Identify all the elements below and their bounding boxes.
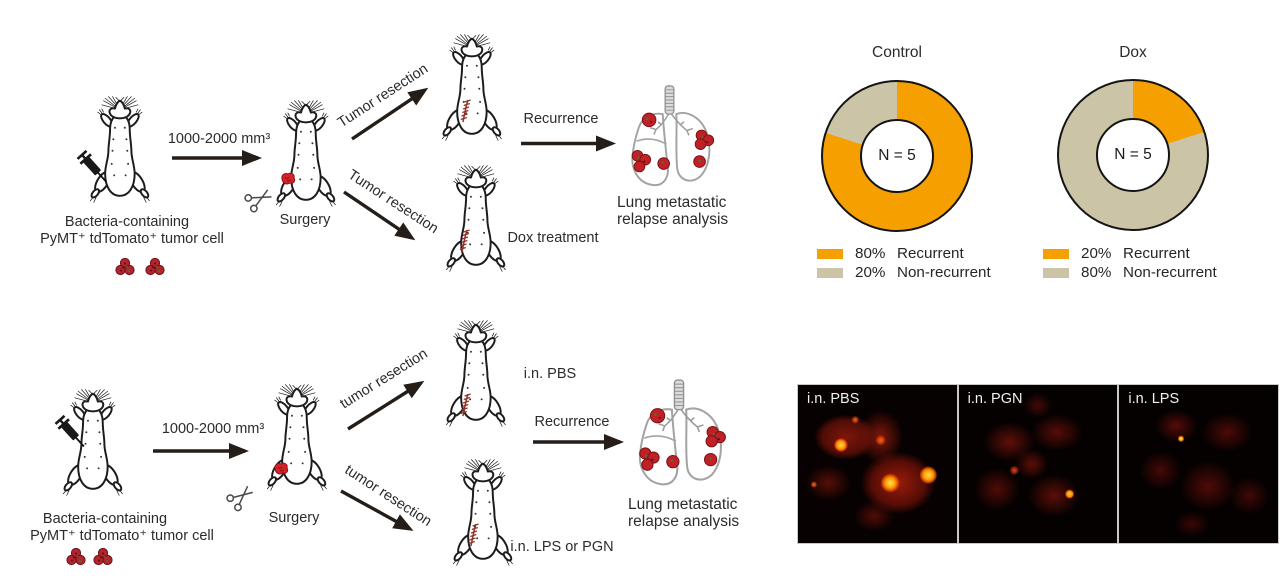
tumor-cells-icon (145, 257, 165, 276)
cell-label-line1: Bacteria-containing (64, 214, 190, 230)
legend-label: Recurrent (1123, 245, 1190, 262)
fluorescence-image-strip: i.n. PBS i.n. PGN i.n. LPS (797, 384, 1279, 544)
lung-analysis-line2: relapse analysis (617, 211, 729, 228)
fluorescence-label-lps: i.n. LPS (1128, 391, 1180, 407)
tumor-volume-label: 1000-2000 mm³ (161, 421, 265, 437)
mouse-sutured-icon (441, 33, 503, 142)
arrow-resection-lower (343, 190, 416, 241)
fluorescence-label-pbs: i.n. PBS (807, 391, 860, 407)
legend-swatch-icon (1043, 248, 1069, 259)
in-pbs-label: i.n. PBS (523, 366, 577, 382)
donut-center-label: N = 5 (1096, 118, 1170, 192)
tumor-cells-icon (66, 547, 86, 566)
chart-title-control: Control (872, 44, 922, 61)
mouse-sutured-icon (445, 164, 507, 273)
cell-label-line2: PyMT⁺ tdTomato⁺ tumor cell (40, 231, 224, 247)
chart-title-dox: Dox (1119, 44, 1147, 61)
legend-swatch-icon (1043, 267, 1069, 278)
arrow-resection-lower (340, 489, 414, 531)
donut-chart-control: N = 5 (821, 80, 973, 232)
legend-row: 20% Non-recurrent (817, 263, 991, 282)
lung-analysis-line1: Lung metastatic (617, 194, 727, 211)
legend-swatch-icon (817, 248, 843, 259)
fluorescence-panel-pbs: i.n. PBS (798, 385, 957, 543)
legend-label: Recurrent (897, 245, 964, 262)
fluorescence-label-pgn: i.n. PGN (967, 391, 1023, 407)
mouse-surgery-icon (266, 383, 328, 492)
lung-analysis-line1: Lung metastatic (628, 496, 738, 513)
legend-row: 80% Recurrent (817, 244, 991, 263)
legend-percent: 80% (855, 245, 886, 262)
tumor-cells-icon (115, 257, 135, 276)
recurrence-label: Recurrence (523, 111, 599, 127)
scissors-icon (224, 481, 257, 513)
tumor-icon (274, 462, 289, 475)
legend-label: Non-recurrent (1123, 264, 1217, 281)
legend-percent: 20% (1081, 245, 1112, 262)
cell-label-line1: Bacteria-containing (42, 511, 168, 527)
surgery-label: Surgery (268, 510, 320, 526)
surgery-label: Surgery (279, 212, 331, 228)
scissors-icon (243, 184, 275, 214)
legend-swatch-icon (817, 267, 843, 278)
fluorescence-panel-lps: i.n. LPS (1119, 385, 1279, 543)
legend-row: 80% Non-recurrent (1043, 263, 1217, 282)
cell-label-line2: PyMT⁺ tdTomato⁺ tumor cell (30, 528, 214, 544)
lung-analysis-line2: relapse analysis (628, 513, 740, 530)
dox-treatment-label: Dox treatment (507, 230, 599, 246)
lungs-icon (638, 379, 727, 486)
recurrence-label: Recurrence (534, 414, 610, 430)
arrow-resection-upper (347, 380, 425, 431)
donut-center-label: N = 5 (860, 119, 934, 193)
legend-percent: 20% (855, 264, 886, 281)
legend-label: Non-recurrent (897, 264, 991, 281)
tumor-icon (281, 172, 296, 185)
mouse-surgery-icon (275, 99, 337, 208)
legend-row: 20% Recurrent (1043, 244, 1217, 263)
tumor-cells-icon (93, 547, 113, 566)
lungs-icon (631, 84, 715, 187)
legend-percent: 80% (1081, 264, 1112, 281)
tumor-volume-label: 1000-2000 mm³ (167, 131, 271, 147)
arrow-resection-upper (351, 87, 429, 141)
mouse-injected-icon (62, 388, 124, 497)
in-lps-pgn-label: i.n. LPS or PGN (510, 539, 614, 555)
fluorescence-panel-pgn: i.n. PGN (958, 385, 1118, 543)
legend-dox: 20% Recurrent 80% Non-recurrent (1043, 244, 1217, 282)
mouse-sutured-icon (452, 458, 514, 567)
donut-chart-dox: N = 5 (1057, 79, 1209, 231)
legend-control: 80% Recurrent 20% Non-recurrent (817, 244, 991, 282)
mouse-sutured-icon (445, 319, 507, 428)
mouse-injected-icon (89, 95, 151, 204)
